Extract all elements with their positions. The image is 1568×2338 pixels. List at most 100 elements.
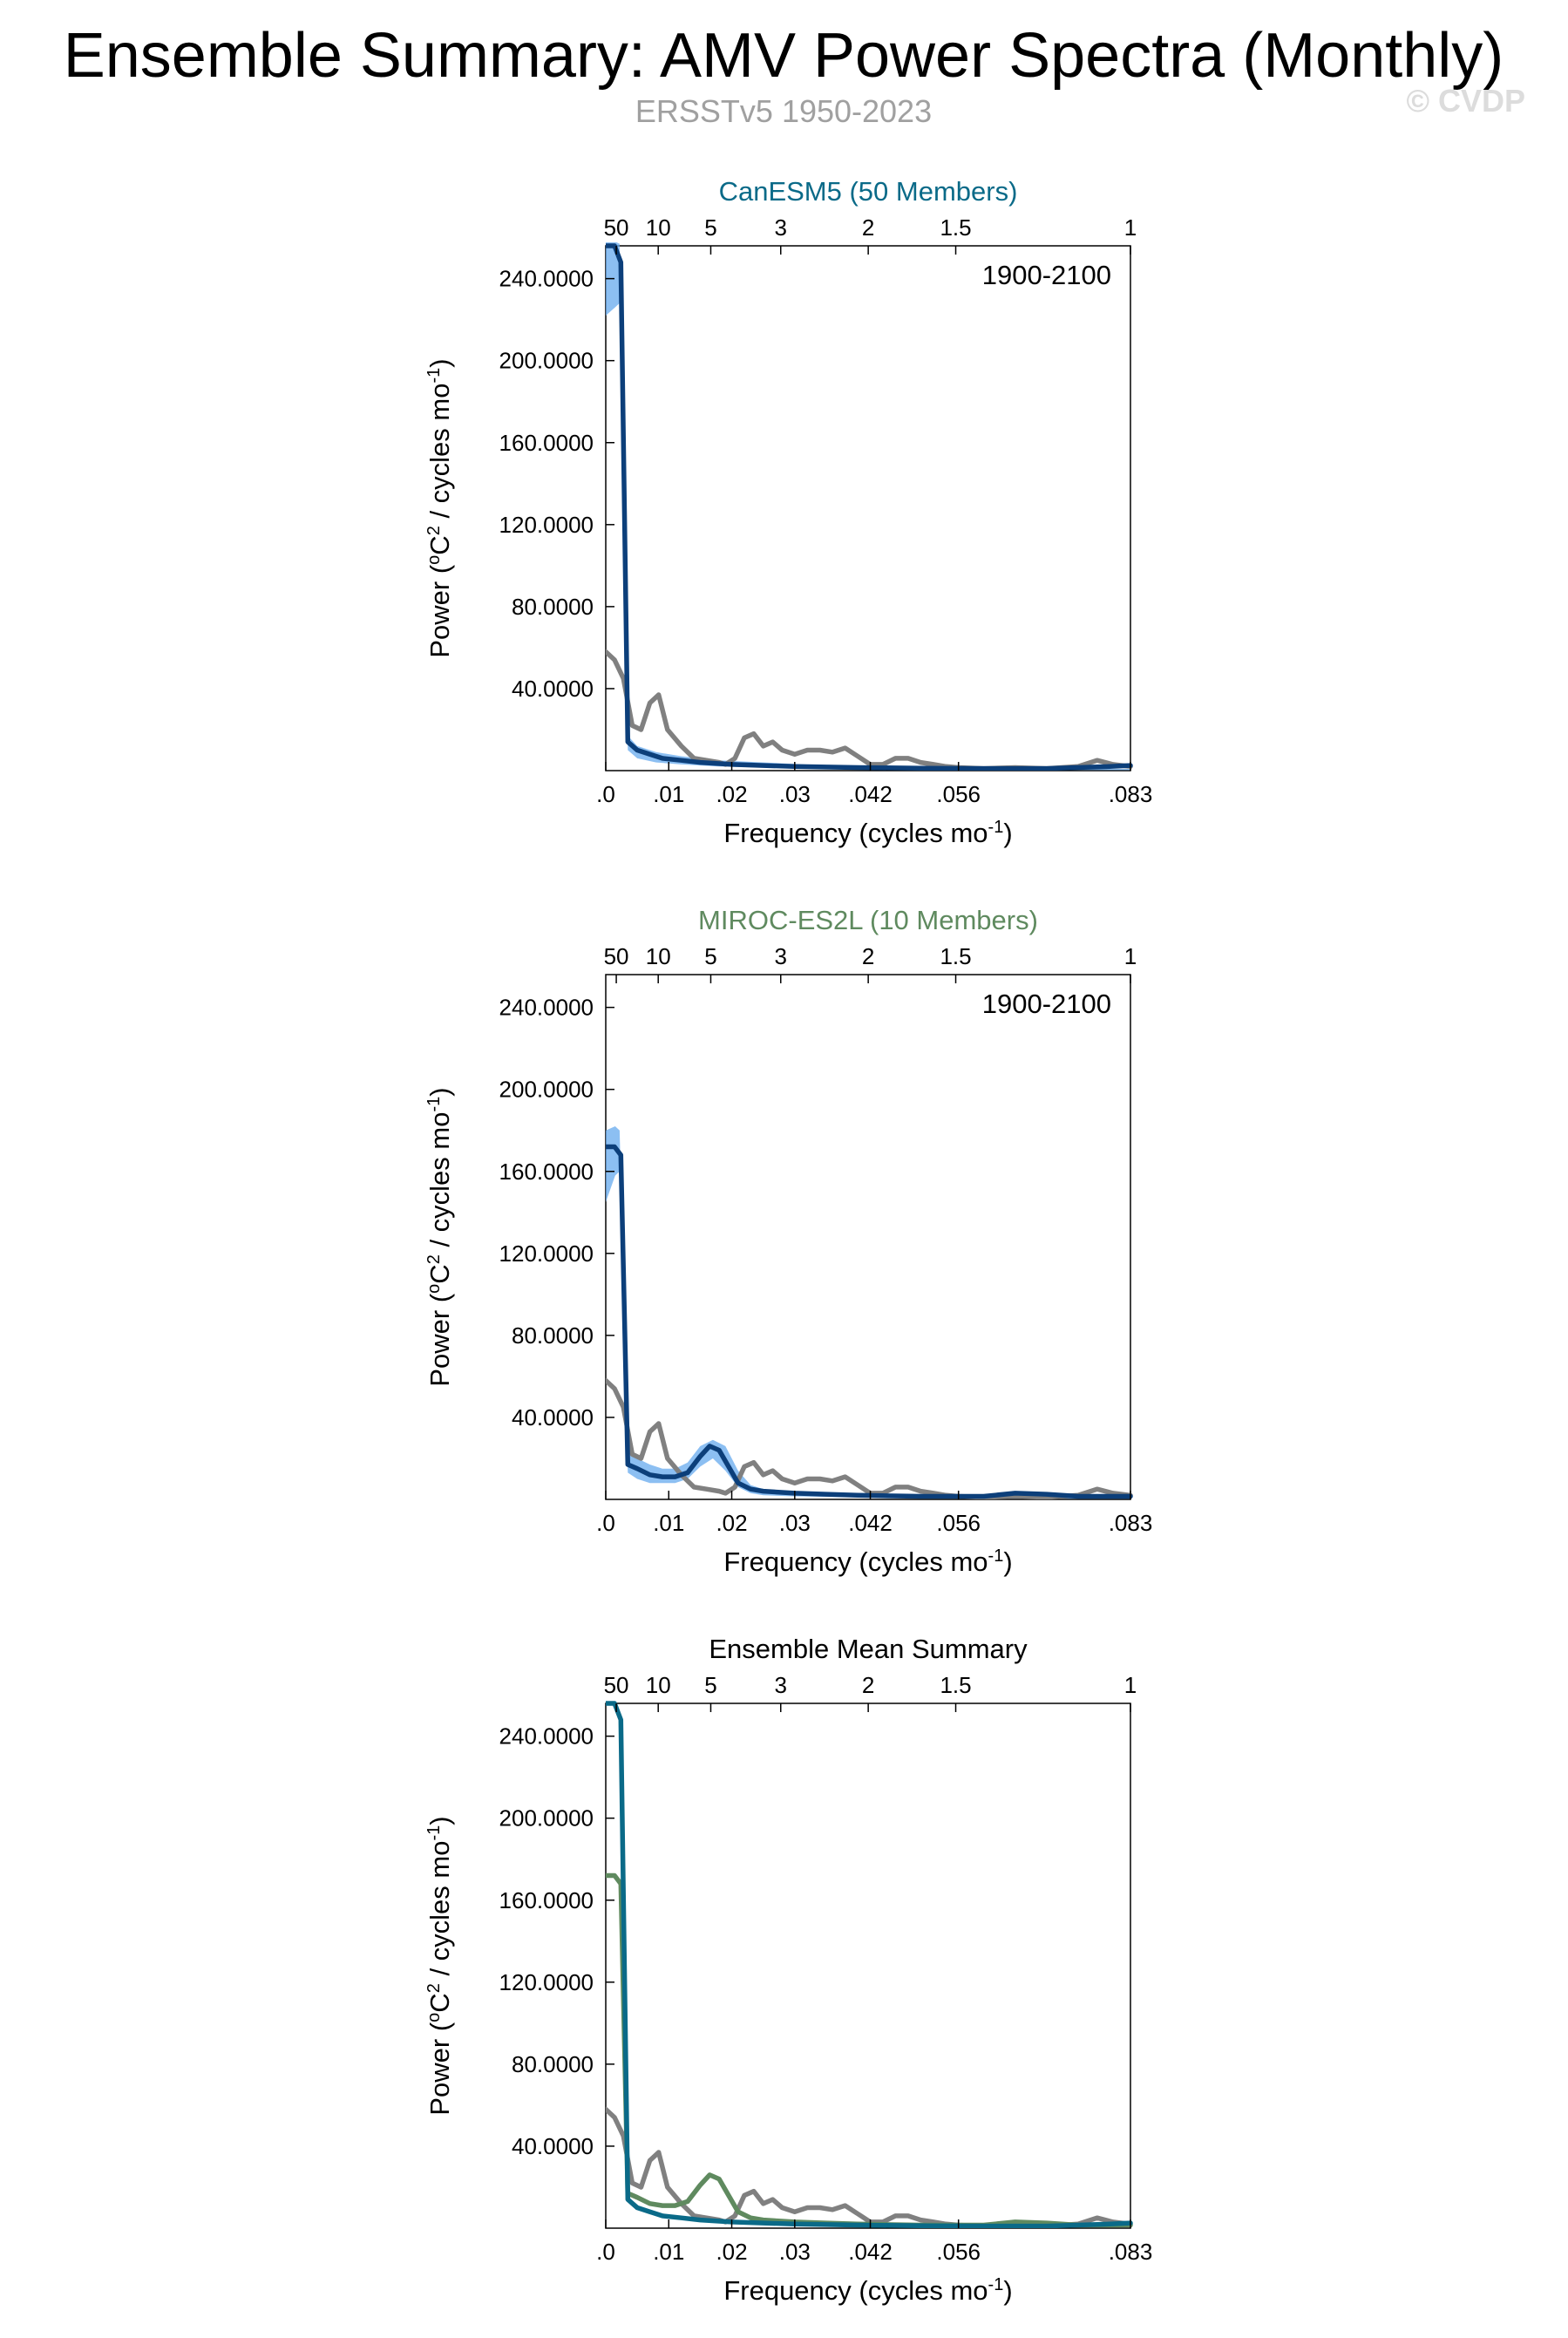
y-axis-label: Power (oC2 / cycles mo-1) xyxy=(424,1087,455,1386)
plot-data xyxy=(606,1126,1133,1499)
x-tick-label: .03 xyxy=(779,1510,811,1536)
top-tick-label: 5 xyxy=(704,1672,716,1698)
top-tick-label: 1 xyxy=(1124,943,1137,969)
y-axis-label-part: / cycles mo xyxy=(424,1112,455,1255)
panel-title: Ensemble Mean Summary xyxy=(709,1634,1028,1664)
top-tick-label: 5 xyxy=(704,943,716,969)
x-axis-label-text: Frequency (cycles mo xyxy=(723,818,988,848)
x-axis-label-end: ) xyxy=(1003,2275,1012,2306)
y-axis-label-part: ) xyxy=(424,358,455,367)
y-tick-label: 40.0000 xyxy=(512,676,594,702)
top-tick-label: 10 xyxy=(646,943,671,969)
y-axis-label: Power (oC2 / cycles mo-1) xyxy=(424,358,455,657)
y-axis-label-part: o xyxy=(424,2013,444,2022)
x-tick-label: .042 xyxy=(848,1510,893,1536)
watermark: © CVDP xyxy=(1406,83,1525,119)
series-line-1 xyxy=(606,2106,1133,2228)
x-tick-label: .042 xyxy=(848,781,893,807)
y-tick-label: 40.0000 xyxy=(512,2133,594,2159)
top-tick-label: 1.5 xyxy=(940,1672,971,1698)
top-tick-label: 50 xyxy=(604,943,629,969)
x-tick-label: .02 xyxy=(716,1510,747,1536)
x-tick-label: .01 xyxy=(653,1510,684,1536)
series-line-2 xyxy=(606,1144,1133,1499)
y-axis-label-part: C xyxy=(424,1993,455,2012)
x-tick-label: .083 xyxy=(1109,1510,1153,1536)
figure-title: Ensemble Summary: AMV Power Spectra (Mon… xyxy=(64,21,1504,91)
x-tick-label: .083 xyxy=(1109,781,1153,807)
x-tick-label: .056 xyxy=(936,781,981,807)
plot-data xyxy=(606,1701,1133,2228)
y-tick-label: 200.0000 xyxy=(499,348,594,374)
y-tick-label: 80.0000 xyxy=(512,1322,594,1349)
top-tick-label: 50 xyxy=(604,214,629,241)
y-tick-label: 200.0000 xyxy=(499,1077,594,1103)
top-tick-label: 2 xyxy=(862,943,874,969)
top-tick-label: 2 xyxy=(862,214,874,241)
chart-panels: CanESM5 (50 Members).0.01.02.03.042.056.… xyxy=(424,176,1152,2306)
y-tick-label: 80.0000 xyxy=(512,594,594,620)
y-axis-label-part: 2 xyxy=(424,1983,444,1993)
chart-panel-1: CanESM5 (50 Members) .0 .01 .02 .03 .042 .056.… xyxy=(424,176,1152,848)
y-axis-label-part: o xyxy=(424,1284,444,1294)
y-axis-label-part: 2 xyxy=(424,526,444,535)
top-tick-label: 10 xyxy=(646,1672,671,1698)
x-axis-label-text: Frequency (cycles mo xyxy=(723,2275,988,2306)
x-tick-label: .03 xyxy=(779,781,811,807)
figure-subtitle: ERSSTv5 1950-2023 xyxy=(635,93,932,129)
x-tick-label: .056 xyxy=(936,1510,981,1536)
plot-frame xyxy=(605,245,1131,771)
x-axis-label-end: ) xyxy=(1003,1546,1012,1577)
y-tick-label: 160.0000 xyxy=(499,1887,594,1913)
y-axis-label-text: Power ( xyxy=(424,564,455,657)
y-axis-label-part: C xyxy=(424,535,455,554)
x-tick-label: .01 xyxy=(653,781,684,807)
period-label: 1900-2100 xyxy=(982,260,1111,290)
x-tick-label: .0 xyxy=(596,2239,615,2265)
top-tick-label: 1 xyxy=(1124,1672,1137,1698)
top-tick-label: 1.5 xyxy=(940,214,971,241)
plot-frame xyxy=(605,974,1131,1500)
x-tick-label: .056 xyxy=(936,2239,981,2265)
top-tick-label: 3 xyxy=(775,943,787,969)
y-axis-label-part: ) xyxy=(424,1816,455,1825)
y-axis-label-part: -1 xyxy=(424,1825,444,1841)
x-axis-label-sup: -1 xyxy=(988,2275,1004,2294)
y-axis-label-part: -1 xyxy=(424,368,444,384)
y-axis-label-part: C xyxy=(424,1264,455,1283)
y-tick-label: 240.0000 xyxy=(499,1723,594,1750)
top-tick-label: 2 xyxy=(862,1672,874,1698)
x-axis-label-sup: -1 xyxy=(988,1546,1004,1566)
x-tick-label: .02 xyxy=(716,781,747,807)
y-tick-label: 200.0000 xyxy=(499,1805,594,1832)
series-line-2 xyxy=(606,1872,1133,2228)
y-axis-label-part: ) xyxy=(424,1087,455,1096)
x-axis-label-sup: -1 xyxy=(988,818,1004,837)
x-tick-label: .02 xyxy=(716,2239,747,2265)
top-tick-label: 50 xyxy=(604,1672,629,1698)
y-tick-label: 240.0000 xyxy=(499,266,594,292)
x-tick-label: .03 xyxy=(779,2239,811,2265)
chart-panel-2: MIROC-ES2L (10 Members) .0 .01 .02 .03 .042 .0… xyxy=(424,905,1152,1577)
series-line-3 xyxy=(606,1701,1133,2228)
y-axis-label-part: / cycles mo xyxy=(424,384,455,527)
x-tick-label: .042 xyxy=(848,2239,893,2265)
y-axis-label-text: Power ( xyxy=(424,1293,455,1386)
y-tick-label: 40.0000 xyxy=(512,1404,594,1431)
x-tick-label: .0 xyxy=(596,1510,615,1536)
top-tick-label: 1.5 xyxy=(940,943,971,969)
panel-title: MIROC-ES2L (10 Members) xyxy=(698,905,1038,935)
plot-frame xyxy=(605,1703,1131,2229)
y-axis-label-part: o xyxy=(424,555,444,565)
series-line-1 xyxy=(606,1377,1133,1499)
x-axis-label: Frequency (cycles mo-1) xyxy=(723,2275,1012,2306)
top-tick-label: 5 xyxy=(704,214,716,241)
series-line-1 xyxy=(606,649,1133,771)
y-tick-label: 120.0000 xyxy=(499,1240,594,1267)
y-axis-label-part: 2 xyxy=(424,1254,444,1264)
top-tick-label: 10 xyxy=(646,214,671,241)
y-tick-label: 120.0000 xyxy=(499,512,594,538)
member-spread-band xyxy=(606,242,1130,771)
top-tick-label: 1 xyxy=(1124,214,1137,241)
